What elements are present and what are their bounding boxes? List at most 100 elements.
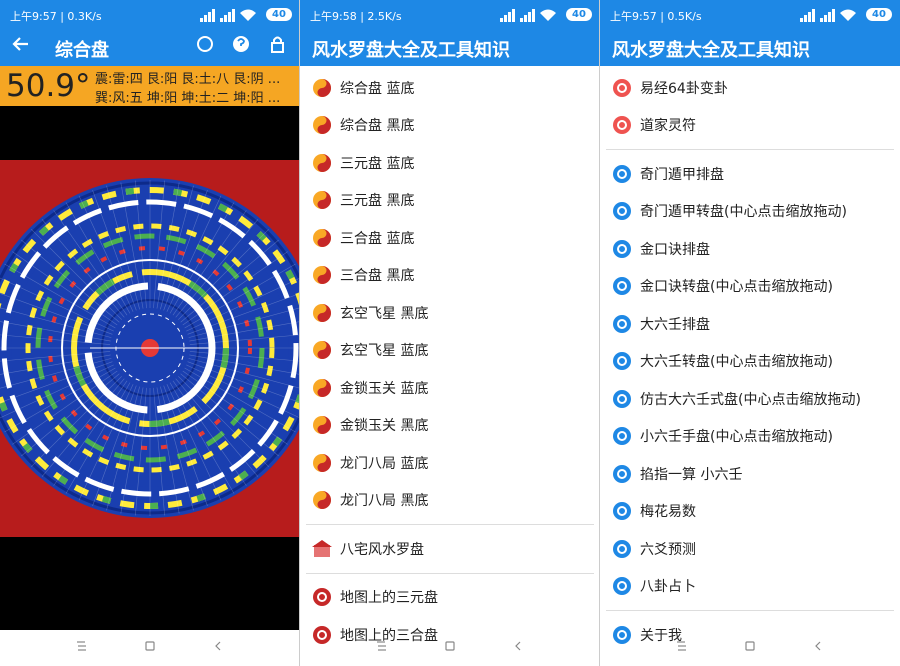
icon-part (613, 239, 631, 258)
menu-item[interactable]: 八卦占卜 (600, 568, 900, 606)
icon-part (820, 18, 823, 22)
item-label: 小六壬手盘(中心点击缩放拖动) (640, 429, 833, 446)
lock-button[interactable] (271, 42, 284, 53)
menu-item[interactable]: 八宅风水罗盘 (300, 530, 600, 568)
compass-tick (65, 382, 131, 494)
compass-tick (0, 307, 112, 338)
menu-item[interactable]: 玄空飞星 黑底 (300, 294, 600, 332)
menu-item[interactable]: 梅花易数 (600, 493, 900, 531)
menu-item[interactable]: 掐指一算 小六壬 (600, 455, 900, 493)
menu-item[interactable]: 关于我 (600, 616, 900, 654)
compass-tick (184, 367, 296, 433)
icon-part (617, 318, 627, 329)
compass-tick (156, 387, 180, 514)
menu-item[interactable]: 易经64卦变卦 (600, 69, 900, 107)
compass-tick (135, 387, 147, 516)
menu-item[interactable]: 龙门八局 黑底 (300, 482, 600, 520)
item-icon (312, 539, 332, 557)
status-icons (800, 9, 856, 22)
menu-item[interactable]: 大六壬排盘 (600, 305, 900, 343)
icon-part (808, 12, 811, 22)
menu-item[interactable]: 金口诀转盘(中心点击缩放拖动) (600, 268, 900, 306)
menu-item[interactable]: 玄空飞星 蓝底 (300, 332, 600, 370)
icon-part (840, 9, 856, 21)
compass-tick (166, 195, 222, 312)
toolbar-icons (12, 36, 284, 53)
compass-tick (169, 202, 235, 314)
menu-item[interactable]: 地图上的三合盘 (300, 616, 600, 654)
item-label: 三元盘 黑底 (340, 193, 415, 210)
compass-ring (1, 199, 299, 497)
phone-screen: 上午9:57 | 0.3K/s 40 综合盘 50.9° 震:雷:四 艮:阳 艮:土:八… (0, 0, 300, 666)
icon-part (314, 544, 330, 557)
back-button[interactable] (12, 37, 28, 51)
item-label: 地图上的三元盘 (340, 590, 438, 607)
menu-item[interactable]: 三合盘 黑底 (300, 257, 600, 295)
divider (300, 519, 600, 530)
menu-item[interactable]: 三元盘 蓝底 (300, 144, 600, 182)
reading-line: 巽:风:五 坤:阳 坤:土:二 坤:阳 ... (95, 91, 281, 106)
icon-part (317, 303, 331, 322)
menu-item[interactable]: 龙门八局 蓝底 (300, 444, 600, 482)
battery-level: 40 (266, 8, 292, 21)
reading-line: 震:雷:四 艮:阳 艮:土:八 艮:阴 ... (95, 72, 281, 87)
icon-part (613, 577, 631, 596)
menu-item[interactable]: 奇门遁甲转盘(中心点击缩放拖动) (600, 193, 900, 231)
phone-screen: 上午9:58 | 2.5K/s 40 风水罗盘大全及工具知识 综合盘 蓝底 综合盘 黑底… (300, 0, 600, 666)
menu-item[interactable]: 金口诀排盘 (600, 230, 900, 268)
compass-tick (0, 354, 111, 375)
menu-item[interactable]: 金锁玉关 黑底 (300, 407, 600, 445)
compass-tick (78, 195, 134, 312)
menu-item[interactable]: 六爻预测 (600, 530, 900, 568)
compass-tick (180, 239, 279, 323)
screen-title: 综合盘 (55, 40, 109, 61)
compass-tick (189, 351, 300, 362)
icon-part (617, 206, 627, 217)
nav-bar (0, 630, 300, 666)
item-label: 八宅风水罗盘 (340, 541, 424, 558)
item-icon (313, 491, 331, 510)
compass-tick (186, 364, 300, 419)
menu-item[interactable]: 大六壬转盘(中心点击缩放拖动) (600, 343, 900, 381)
icon-part (317, 378, 331, 397)
icon-part (145, 641, 155, 651)
compass-tick (92, 190, 137, 311)
icon-part (617, 393, 627, 404)
menu-item[interactable]: 三合盘 蓝底 (300, 219, 600, 257)
nav-buttons (377, 641, 521, 651)
item-icon (613, 116, 631, 135)
menu-item[interactable]: 道家灵符 (600, 107, 900, 145)
compass-tick (53, 210, 128, 316)
icon-part (515, 641, 521, 651)
menu-item[interactable]: 地图上的三元盘 (300, 579, 600, 617)
item-label: 地图上的三合盘 (340, 627, 438, 644)
compass-tick (160, 185, 194, 310)
menu-item[interactable]: 仿古大六壬式盘(中心点击缩放拖动) (600, 380, 900, 418)
compass-tick (4, 263, 116, 329)
menu-item[interactable]: 三元盘 黑底 (300, 182, 600, 220)
compass-tick (120, 387, 144, 514)
item-icon (613, 464, 631, 483)
history-button[interactable] (197, 36, 213, 52)
compass-tick (53, 380, 128, 486)
icon-part (617, 468, 627, 479)
compass-ring (61, 259, 239, 437)
menu-item[interactable]: 综合盘 蓝底 (300, 69, 600, 107)
status-bar: 上午9:58 | 2.5K/s 40 (300, 0, 600, 30)
menu-item[interactable]: 小六壬手盘(中心点击缩放拖动) (600, 418, 900, 456)
item-label: 龙门八局 黑底 (340, 493, 429, 510)
icon-part (613, 78, 631, 97)
item-label: 综合盘 蓝底 (340, 80, 415, 97)
icon-part (317, 416, 331, 435)
menu-item[interactable]: 金锁玉关 蓝底 (300, 369, 600, 407)
icon-part (540, 9, 556, 21)
icon-part (273, 36, 282, 43)
icon-part (500, 18, 503, 22)
menu-item[interactable]: 奇门遁甲排盘 (600, 155, 900, 193)
compass-tick (153, 387, 165, 516)
menu-item[interactable]: 综合盘 黑底 (300, 107, 600, 145)
icon-part (317, 341, 331, 360)
phone-screen: 上午9:57 | 0.5K/s 40 风水罗盘大全及工具知识 易经64卦变卦 道家灵符奇… (600, 0, 900, 666)
compass-ring (0, 187, 300, 509)
